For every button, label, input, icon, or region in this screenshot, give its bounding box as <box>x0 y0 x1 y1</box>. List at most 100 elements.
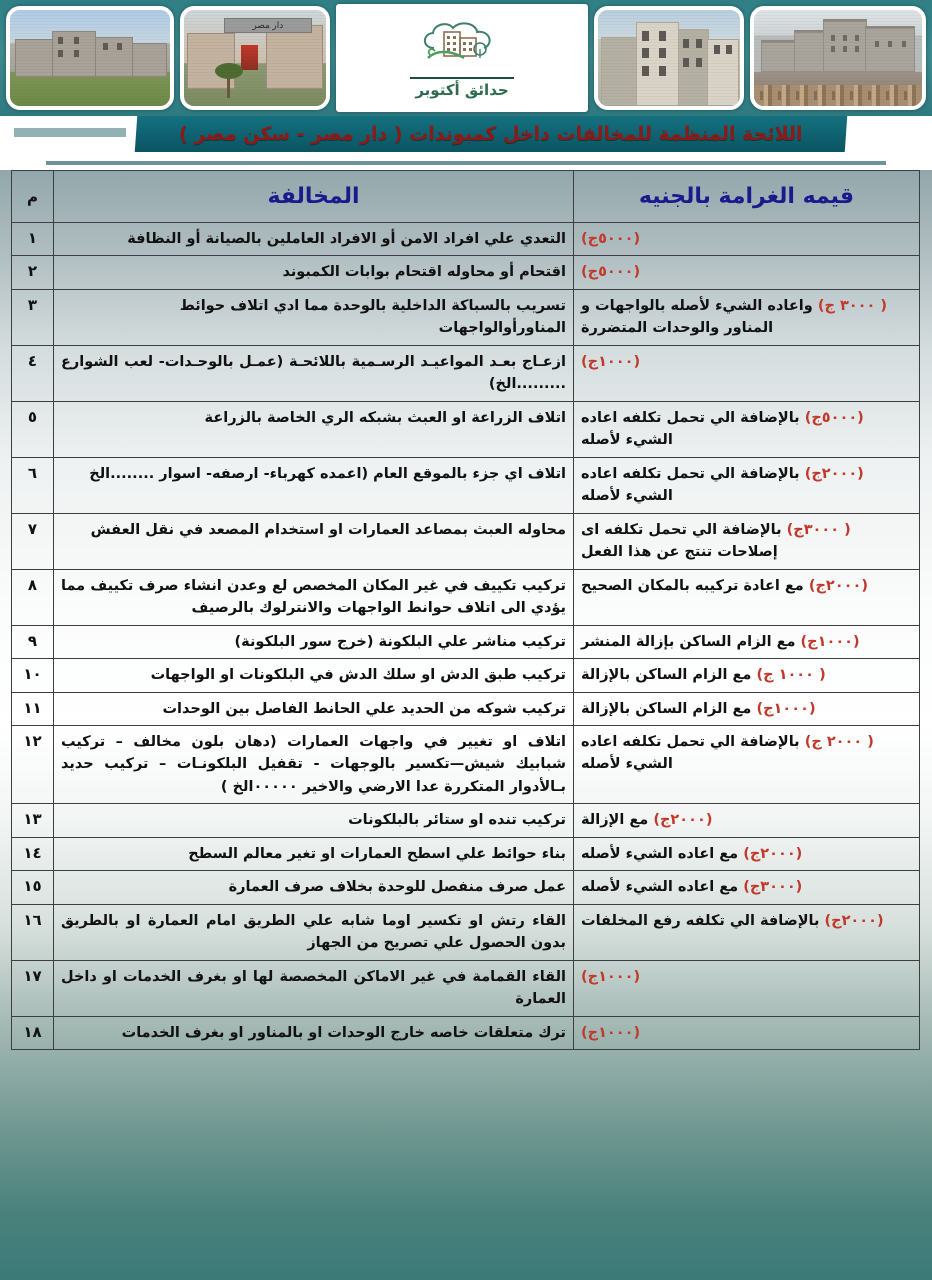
violation-cell: اتلاف الزراعة او العبث بشبكه الري الخاصة… <box>53 400 574 458</box>
fine-note: مع اعاده الشيء لأصله <box>581 879 739 896</box>
document-title: اللائحة المنظمة للمخالفات داخل كمبوندات … <box>179 123 803 145</box>
table-row: (٢٠٠٠ج) مع اعاده الشيء لأصله بناء حوائط ع… <box>11 836 920 872</box>
row-number-cell: ٥ <box>11 400 54 458</box>
fine-amount: (٥٠٠٠ج) <box>581 231 641 247</box>
fine-cell: (٥٠٠٠ج) <box>573 255 920 290</box>
fine-note: بالإضافة الي تكلفه رفع المخلفات <box>581 912 820 929</box>
column-header-fine: قيمه الغرامة بالجنيه <box>573 170 920 223</box>
fine-cell: (٢٠٠٠ج) مع اعادة تركيبه بالمكان الصحيح <box>573 568 920 626</box>
violation-cell: تسريب بالسباكة الداخلية بالوحدة مما ادي … <box>53 288 574 346</box>
fine-amount: ( ٣٠٠٠ج) <box>786 521 851 538</box>
fine-note: مع الزام الساكن بإزالة المنشر <box>581 633 796 650</box>
violation-cell: تركيب تنده او ستائر بالبلكونات <box>53 803 574 838</box>
fine-amount: (٥٠٠٠ج) <box>804 409 864 426</box>
fine-note: واعاده الشيء لأصله بالواجهات و المناور و… <box>581 297 813 337</box>
fine-amount: (١٠٠٠ج) <box>581 353 641 370</box>
table-row: (٢٠٠٠ج) مع الإزالة تركيب تنده او ستائر با… <box>11 803 920 838</box>
fine-note: بالإضافة الي تحمل تكلفه اعاده الشيء لأصل… <box>581 409 800 449</box>
fine-cell: ( ٣٠٠٠ ج) واعاده الشيء لأصله بالواجهات و… <box>573 288 920 346</box>
divider-row <box>0 158 932 170</box>
fine-amount: (٣٠٠٠ج) <box>743 879 803 896</box>
row-number-cell: ١٢ <box>11 724 54 805</box>
fine-note: مع الزام الساكن بالإزالة <box>581 700 752 717</box>
row-number-cell: ١٦ <box>11 903 54 961</box>
fine-note: بالإضافة الي تحمل تكلفه اعاده الشيء لأصل… <box>581 465 800 505</box>
fine-cell: (١٠٠٠ج) <box>573 959 920 1017</box>
table-row: (٢٠٠٠ج) بالإضافة الي تحمل تكلفه اعاده ال… <box>11 456 920 514</box>
fine-amount: (١٠٠٠ج) <box>800 633 860 650</box>
logo-text: حدائق أكتوبر <box>415 80 509 99</box>
violation-cell: بناء حوائط علي اسطح العمارات او تغير معا… <box>53 836 574 872</box>
violation-cell: محاوله العبث بمصاعد العمارات او استخدام … <box>53 512 574 570</box>
row-number-cell: ٣ <box>11 288 54 346</box>
violation-cell: تركيب شوكه من الحديد علي الحانط الفاصل ب… <box>53 691 574 726</box>
gate-sign: دار مصر <box>223 17 312 34</box>
row-number-cell: ١١ <box>11 691 54 726</box>
table-body: (٥٠٠٠ج) التعدي علي افراد الامن أو الافراد… <box>11 221 920 1051</box>
fine-amount: (٥٠٠٠ج) <box>581 264 641 281</box>
table-row: (١٠٠٠ج) مع الزام الساكن بالإزالة تركيب شو… <box>11 691 920 726</box>
violations-table-wrapper: قيمه الغرامة بالجنيه المخالفة م (٥٠٠٠ج) ا… <box>0 170 932 1280</box>
fine-amount: (٢٠٠٠ج) <box>808 577 868 594</box>
fine-note: مع الإزالة <box>581 812 649 829</box>
table-row: ( ٢٠٠٠ ج) بالإضافة الي تحمل تكلفه اعاده … <box>11 724 920 805</box>
tree-building-logo-icon <box>423 21 491 59</box>
row-number-cell: ٦ <box>11 456 54 514</box>
fine-cell: (٢٠٠٠ج) بالإضافة الي تكلفه رفع المخلفات <box>573 903 920 961</box>
fine-amount: ( ٣٠٠٠ ج) <box>817 297 888 314</box>
row-number-cell: ١٧ <box>11 959 54 1017</box>
table-row: (٥٠٠٠ج) التعدي علي افراد الامن أو الافراد… <box>11 221 920 257</box>
fine-cell: ( ١٠٠٠ ج) مع الزام الساكن بالإزالة <box>573 658 920 693</box>
table-row: ( ٣٠٠٠ ج) واعاده الشيء لأصله بالواجهات و… <box>11 288 920 346</box>
fine-cell: (١٠٠٠ج) <box>573 344 920 402</box>
fine-cell: ( ٣٠٠٠ج) بالإضافة الي تحمل تكلفه اى إصلا… <box>573 512 920 570</box>
violation-cell: ازعـاج بعـد المواعيـد الرسـمية باللائحـة… <box>53 344 574 402</box>
column-header-violation: المخالفة <box>53 170 574 223</box>
photo-entrance-gate: دار مصر <box>180 6 330 110</box>
violation-cell: التعدي علي افراد الامن أو الافراد العامل… <box>53 221 574 257</box>
row-number-cell: ١٤ <box>11 836 54 872</box>
violation-cell: تركيب طبق الدش او سلك الدش في البلكونات … <box>53 658 574 693</box>
fine-amount: (٢٠٠٠ج) <box>743 845 803 862</box>
violations-table: قيمه الغرامة بالجنيه المخالفة م (٥٠٠٠ج) ا… <box>11 170 920 1051</box>
row-number-cell: ٢ <box>11 255 54 290</box>
fine-amount: (١٠٠٠ج) <box>756 700 816 717</box>
row-number-cell: ٤ <box>11 344 54 402</box>
fine-cell: (٢٠٠٠ج) مع الإزالة <box>573 803 920 838</box>
header-photo-strip: حدائق أكتوبر دار مصر <box>0 0 932 116</box>
fine-note: مع الزام الساكن بالإزالة <box>581 667 752 684</box>
row-number-cell: ١٨ <box>11 1015 54 1051</box>
table-row: (١٠٠٠ج) ترك متعلقات خاصه خارج الوحدات او … <box>11 1015 920 1051</box>
violation-cell: اتلاف اي جزء بالموقع العام (اعمده كهرباء… <box>53 456 574 514</box>
fine-cell: ( ٢٠٠٠ ج) بالإضافة الي تحمل تكلفه اعاده … <box>573 724 920 805</box>
table-row: (١٠٠٠ج) القاء القمامة في غير الاماكن المخ… <box>11 959 920 1017</box>
table-row: (٢٠٠٠ج) مع اعادة تركيبه بالمكان الصحيح تر… <box>11 568 920 626</box>
fine-amount: (٢٠٠٠ج) <box>653 812 713 829</box>
title-banner-row: اللائحة المنظمة للمخالفات داخل كمبوندات … <box>0 116 932 158</box>
table-row: (٥٠٠٠ج) بالإضافة الي تحمل تكلفه اعاده ال… <box>11 400 920 458</box>
table-row: (١٠٠٠ج) ازعـاج بعـد المواعيـد الرسـمية با… <box>11 344 920 402</box>
row-number-cell: ١٥ <box>11 870 54 905</box>
banner-tail-decoration <box>14 128 126 137</box>
violation-cell: اقتحام أو محاوله اقتحام بوابات الكمبوند <box>53 255 574 290</box>
table-head: قيمه الغرامة بالجنيه المخالفة م <box>11 170 920 223</box>
violation-cell: تركيب تكييف في غير المكان المخصص لع وعدن… <box>53 568 574 626</box>
fine-cell: (١٠٠٠ج) مع الزام الساكن بالإزالة <box>573 691 920 726</box>
table-row: (٣٠٠٠ج) مع اعاده الشيء لأصله عمل صرف منفص… <box>11 870 920 905</box>
violation-cell: اتلاف او تغيير في واجهات العمارات (دهان … <box>53 724 574 805</box>
table-row: ( ٣٠٠٠ج) بالإضافة الي تحمل تكلفه اى إصلا… <box>11 512 920 570</box>
violation-cell: تركيب مناشر علي البلكونة (خرج سور البلكو… <box>53 624 574 660</box>
fine-amount: (١٠٠٠ج) <box>581 1024 641 1041</box>
fine-cell: (٣٠٠٠ج) مع اعاده الشيء لأصله <box>573 870 920 905</box>
fine-cell: (٢٠٠٠ج) بالإضافة الي تحمل تكلفه اعاده ال… <box>573 456 920 514</box>
violation-cell: عمل صرف منفصل للوحدة بخلاف صرف العمارة <box>53 870 574 905</box>
row-number-cell: ٧ <box>11 512 54 570</box>
table-header-row: قيمه الغرامة بالجنيه المخالفة م <box>11 170 920 223</box>
fine-amount: ( ١٠٠٠ ج) <box>756 667 826 684</box>
column-header-num: م <box>11 170 54 223</box>
fine-note: مع اعاده الشيء لأصله <box>581 845 739 862</box>
table-row: ( ١٠٠٠ ج) مع الزام الساكن بالإزالة تركيب … <box>11 658 920 693</box>
row-number-cell: ١٣ <box>11 803 54 838</box>
table-row: (١٠٠٠ج) مع الزام الساكن بإزالة المنشر ترك… <box>11 624 920 660</box>
row-number-cell: ٩ <box>11 624 54 660</box>
